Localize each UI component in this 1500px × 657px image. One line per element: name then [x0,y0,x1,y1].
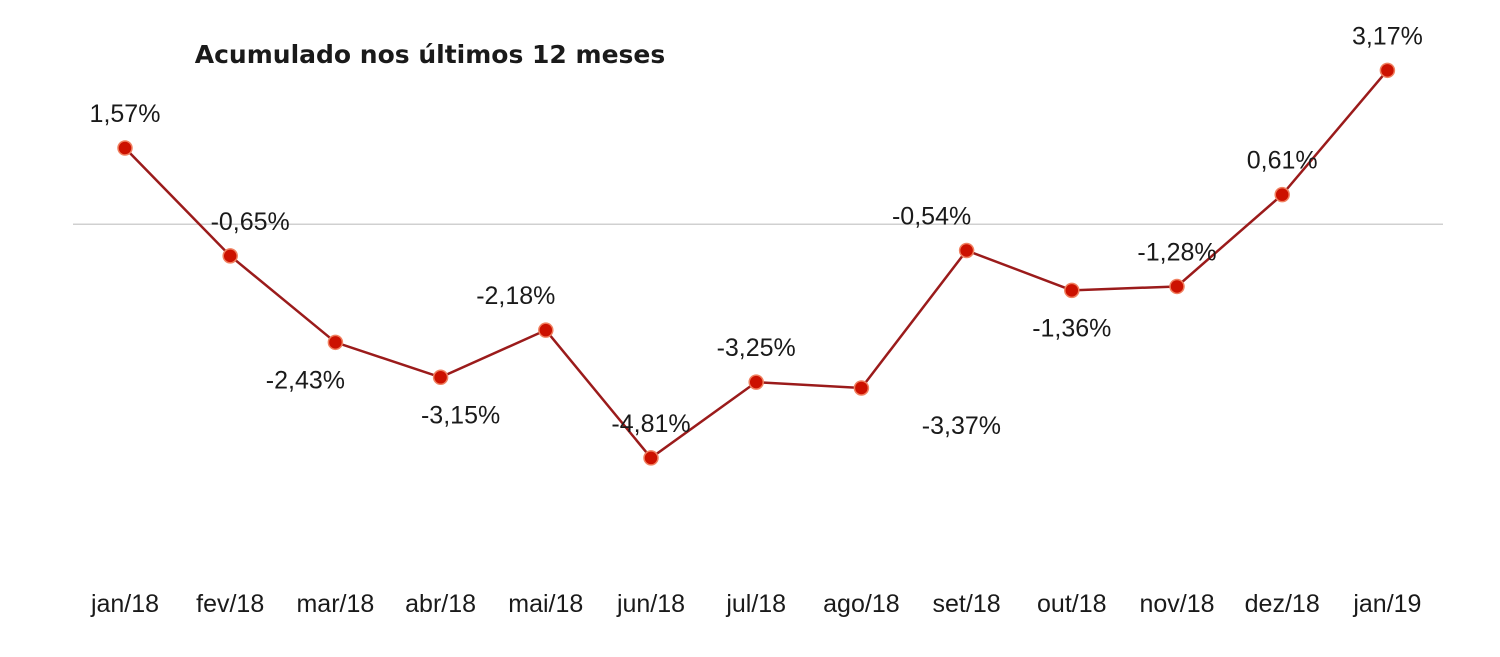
data-label: 3,17% [1352,22,1423,50]
data-point [1169,278,1185,295]
x-tick-label: jun/18 [616,590,685,618]
x-tick-label: ago/18 [823,590,899,618]
data-label: -2,43% [266,366,345,394]
data-label: -3,25% [717,334,796,362]
x-tick-label: abr/18 [405,590,476,618]
x-tick-label: mar/18 [296,590,374,618]
data-labels-layer: 1,57% -0,65% -2,43% -3,15% -2,18% -4,81% -3,25… [90,22,1423,440]
x-tick-label: mai/18 [508,590,583,618]
x-tick-label: jan/18 [90,590,159,618]
data-label: -0,54% [892,203,971,231]
x-tick-label: out/18 [1037,590,1107,618]
data-label: 0,61% [1247,147,1318,175]
data-label: 1,57% [90,100,161,128]
data-label: -0,65% [211,208,290,236]
data-point [117,140,133,156]
data-point [432,369,449,386]
data-label: -3,15% [421,401,500,429]
chart-title: Acumulado nos últimos 12 meses [195,40,666,69]
x-tick-label: jul/18 [725,590,786,618]
x-tick-label: jan/19 [1352,590,1421,618]
data-point [853,380,870,396]
x-tick-label: dez/18 [1245,590,1320,618]
series-layer [117,62,1396,466]
data-label: -4,81% [611,410,690,438]
x-tick-label: fev/18 [196,590,264,618]
data-point [1379,62,1396,79]
data-label: -2,18% [476,282,555,310]
data-point [958,242,975,259]
data-point [643,450,659,466]
data-label: -1,28% [1137,238,1216,266]
data-point [222,248,238,264]
data-point [538,322,554,338]
x-tick-label: set/18 [933,590,1001,618]
data-point [327,334,344,351]
x-tick-label: nov/18 [1139,590,1214,618]
data-point [1064,282,1080,299]
data-label: -1,36% [1032,314,1111,342]
data-label: -3,37% [922,412,1001,440]
x-axis: jan/18 fev/18 mar/18 abr/18 mai/18 jun/18 jul/… [90,590,1422,618]
data-point [748,374,764,390]
data-point [1274,186,1290,203]
